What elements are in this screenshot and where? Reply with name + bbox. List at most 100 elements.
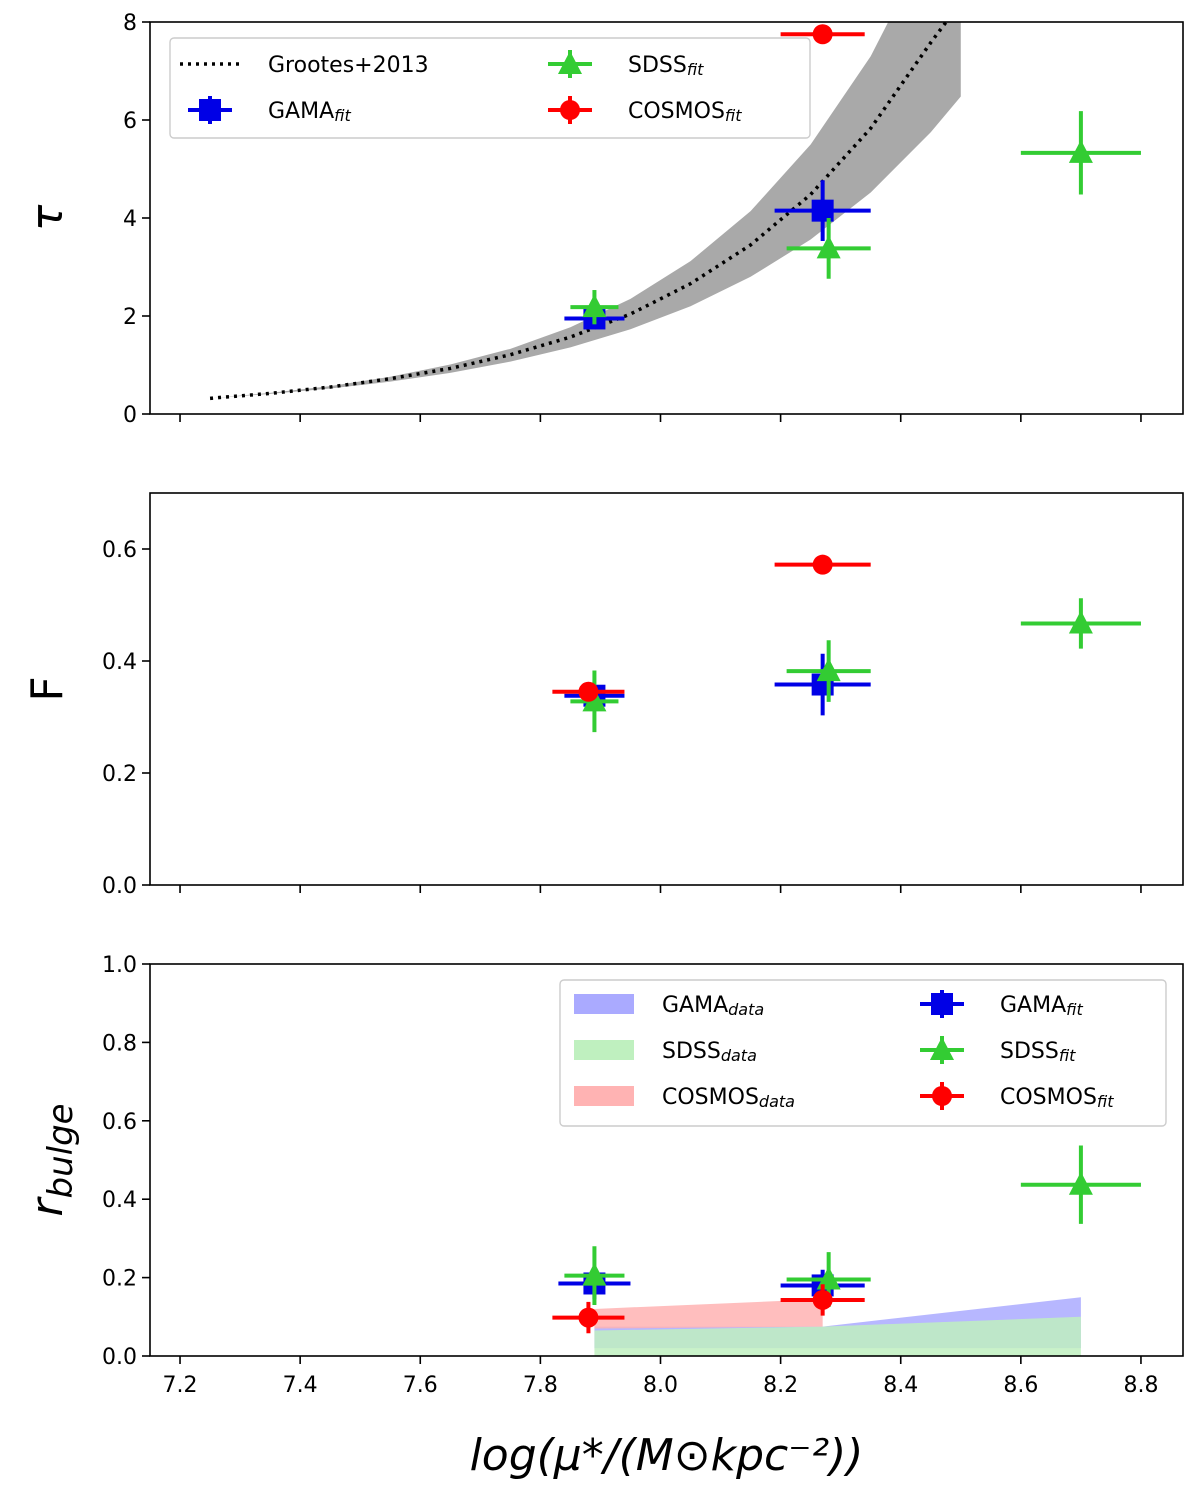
- y-tick-label: 8: [123, 11, 137, 36]
- sdss-data-band: [594, 1316, 1081, 1356]
- y-tick-label: 1.0: [102, 953, 137, 978]
- y-tick-label: 6: [123, 109, 137, 134]
- legend-handle-marker: [932, 1086, 952, 1106]
- x-tick-label: 8.2: [763, 1373, 798, 1398]
- legend-text-label: SDSS: [1000, 1039, 1059, 1064]
- legend-entry-sdss_band: SDSSdata: [574, 1039, 757, 1065]
- legend-text: SDSSfit: [628, 53, 704, 79]
- y-axis-label: F: [22, 676, 73, 701]
- legend-entry-cosmos: COSMOSfit: [920, 1082, 1114, 1111]
- legend-text-label: GAMA: [268, 99, 334, 124]
- legend-text-sub: data: [721, 1046, 757, 1065]
- grootes-curve: [209, 22, 949, 401]
- cosmos-fit-point-0: [780, 24, 865, 45]
- y-tick-label: 0.4: [102, 650, 137, 675]
- legend-text-label: GAMA: [662, 993, 728, 1018]
- cosmos-fit-point-0: [552, 1301, 625, 1334]
- legend-text-label: Grootes+2013: [268, 53, 429, 78]
- legend-box: [559, 979, 1167, 1127]
- cosmos-fit-point-1: [780, 1284, 865, 1316]
- plot-area-rbulge: [552, 1145, 1141, 1356]
- legend-text-label: COSMOS: [662, 1085, 759, 1110]
- x-tick-label: 8.6: [1003, 1373, 1038, 1398]
- legend-text-label: GAMA: [1000, 993, 1066, 1018]
- legend-text-label: COSMOS: [628, 99, 725, 124]
- marker: [1068, 610, 1093, 634]
- cosmos-fit-point-1: [774, 554, 871, 575]
- legend-handle-marker: [931, 993, 953, 1015]
- y-tick-label: 0: [123, 403, 137, 428]
- legend-handle-marker: [558, 51, 582, 74]
- marker: [582, 294, 607, 318]
- legend-text-label: SDSS: [662, 1039, 721, 1064]
- legend-entry-cosmos_band: COSMOSdata: [574, 1085, 795, 1111]
- sdss-fit-point-1: [786, 218, 871, 279]
- panel-rbulge: 0.0 0.2 0.4 0.6 0.8 1.0 7.2 7.4 7.6 7.8 8.0 8.2 8.4 8…: [22, 953, 1184, 1481]
- y-tick-label: 0.2: [102, 1267, 137, 1292]
- y-axis-label: rbulge: [22, 1103, 81, 1216]
- legend-text: COSMOSfit: [1000, 1085, 1114, 1111]
- sdss-fit-point-2: [1020, 598, 1141, 649]
- legend-text-sub: fit: [725, 106, 742, 125]
- x-tick-label: 7.4: [283, 1373, 318, 1398]
- y-axis-label-main: τ: [22, 204, 73, 231]
- axes-frame: [149, 492, 1184, 886]
- legend-text-sub: fit: [1097, 1092, 1114, 1111]
- y-tick-label: 0.6: [102, 538, 137, 563]
- y-tick-label: 0.0: [102, 874, 137, 899]
- x-tick-label: 8.4: [883, 1373, 918, 1398]
- panel-F: 0.0 0.2 0.4 0.6 F: [22, 492, 1184, 899]
- legend-tau: Grootes+2013 SDSSfit GAMA fit COSMOSfit: [169, 37, 811, 139]
- cosmos-fit-point-0: [552, 681, 625, 702]
- legend-text: COSMOSdata: [662, 1085, 795, 1111]
- y-tick-label: 0.8: [102, 1031, 137, 1056]
- y-axis-label-main: r: [22, 1196, 73, 1217]
- y-tick-label: 0.0: [102, 1345, 137, 1370]
- marker: [578, 1307, 599, 1328]
- y-tick-label: 4: [123, 207, 137, 232]
- legend-text: GAMAdata: [662, 993, 764, 1019]
- legend-text: COSMOSfit: [628, 99, 742, 125]
- sdss-fit-point-0: [564, 1246, 625, 1306]
- sdss-fit-point-2: [1020, 111, 1141, 195]
- legend-entry-sdss: SDSSfit: [548, 50, 704, 79]
- sdss-fit-point-0: [570, 670, 619, 733]
- legend-handle-marker: [560, 100, 580, 120]
- y-tick-label: 0.4: [102, 1188, 137, 1213]
- legend-entry-gama_band: GAMAdata: [574, 993, 764, 1019]
- marker: [816, 235, 841, 259]
- x-tick-label: 8.8: [1123, 1373, 1158, 1398]
- y-axis-label-main: F: [22, 676, 73, 701]
- legend-entry-grootes: Grootes+2013: [180, 53, 429, 78]
- marker: [812, 24, 833, 45]
- y-tick-label: 0.6: [102, 1110, 137, 1135]
- marker: [578, 681, 599, 702]
- cosmos-data-band: [594, 1299, 823, 1329]
- legend-text: SDSSdata: [662, 1039, 757, 1065]
- y-axis-label: τ: [22, 204, 73, 231]
- legend-text: GAMAfit: [1000, 993, 1083, 1019]
- legend-text: Grootes+2013: [268, 53, 429, 78]
- x-axis-label: log(μ*/(M⊙kpc⁻²)): [470, 1430, 864, 1481]
- marker: [812, 1289, 833, 1310]
- legend-text-sub: data: [728, 1000, 764, 1019]
- gama-fit-point-1: [774, 653, 871, 716]
- sdss-fit-point-2: [1020, 1145, 1141, 1224]
- legend-text-sub: data: [759, 1092, 795, 1111]
- sdss-fit-point-0: [570, 290, 619, 325]
- legend-text-label: COSMOS: [1000, 1085, 1097, 1110]
- marker: [812, 554, 833, 575]
- legend-text-sub: fit: [1066, 1000, 1083, 1019]
- marker: [582, 688, 607, 712]
- legend-box: [169, 37, 811, 139]
- x-tick-label: 7.8: [523, 1373, 558, 1398]
- legend-text-label: SDSS: [628, 53, 687, 78]
- legend-entry-sdss: SDSSfit: [920, 1036, 1076, 1065]
- marker: [816, 1266, 841, 1290]
- marker: [811, 199, 834, 222]
- legend-handle: [574, 1086, 634, 1106]
- marker: [582, 1262, 607, 1286]
- legend-handle-marker: [199, 99, 221, 121]
